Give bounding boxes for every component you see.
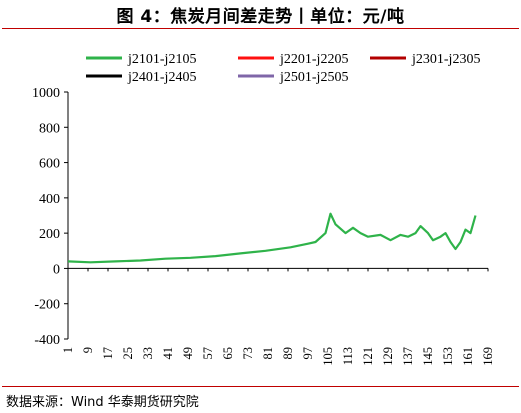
- x-tick-label: 169: [481, 347, 495, 366]
- y-tick-label: 0: [53, 262, 60, 277]
- x-tick-label: 73: [241, 347, 255, 360]
- x-tick-label: 41: [161, 347, 175, 360]
- y-tick-label: 600: [39, 157, 60, 172]
- x-tick-label: 105: [321, 347, 335, 366]
- y-tick-label: 400: [39, 192, 60, 207]
- chart-title: 图 4：焦炭月间差走势丨单位：元/吨: [116, 7, 405, 27]
- title-divider: [2, 28, 519, 29]
- x-tick-label: 57: [201, 347, 215, 360]
- y-tick-label: -400: [34, 333, 60, 348]
- x-tick-label: 33: [141, 347, 155, 360]
- legend-label-j2101-j2105: j2101-j2105: [127, 52, 196, 67]
- y-tick-label: 800: [39, 121, 60, 136]
- x-tick-label: 129: [381, 347, 395, 366]
- footer-divider: [2, 386, 519, 387]
- legend-label-j2201-j2205: j2201-j2205: [279, 52, 348, 67]
- x-tick-label: 65: [221, 347, 235, 360]
- y-tick-label: -200: [34, 298, 60, 313]
- x-tick-label: 153: [441, 347, 455, 366]
- series-line-j2101-j2105: [67, 212, 477, 264]
- y-tick-label: 200: [39, 227, 60, 242]
- legend-label-j2301-j2305: j2301-j2305: [411, 52, 480, 67]
- x-tick-label: 9: [81, 347, 95, 353]
- x-tick-label: 17: [101, 347, 115, 360]
- x-tick-label: 81: [261, 347, 275, 360]
- x-tick-label: 161: [461, 347, 475, 366]
- x-tick-label: 145: [421, 347, 435, 366]
- x-tick-label: 25: [121, 347, 135, 360]
- x-tick-label: 137: [401, 347, 415, 366]
- source-note: 数据来源：Wind 华泰期货研究院: [6, 395, 199, 410]
- x-tick-label: 97: [301, 347, 315, 360]
- x-tick-label: 1: [61, 347, 75, 353]
- x-tick-label: 121: [361, 347, 375, 366]
- y-tick-label: 1000: [32, 86, 60, 101]
- x-tick-label: 113: [341, 347, 355, 365]
- legend-label-j2401-j2405: j2401-j2405: [127, 70, 196, 85]
- x-tick-label: 49: [181, 347, 195, 360]
- legend-label-j2501-j2505: j2501-j2505: [279, 70, 348, 85]
- x-tick-label: 89: [281, 347, 295, 360]
